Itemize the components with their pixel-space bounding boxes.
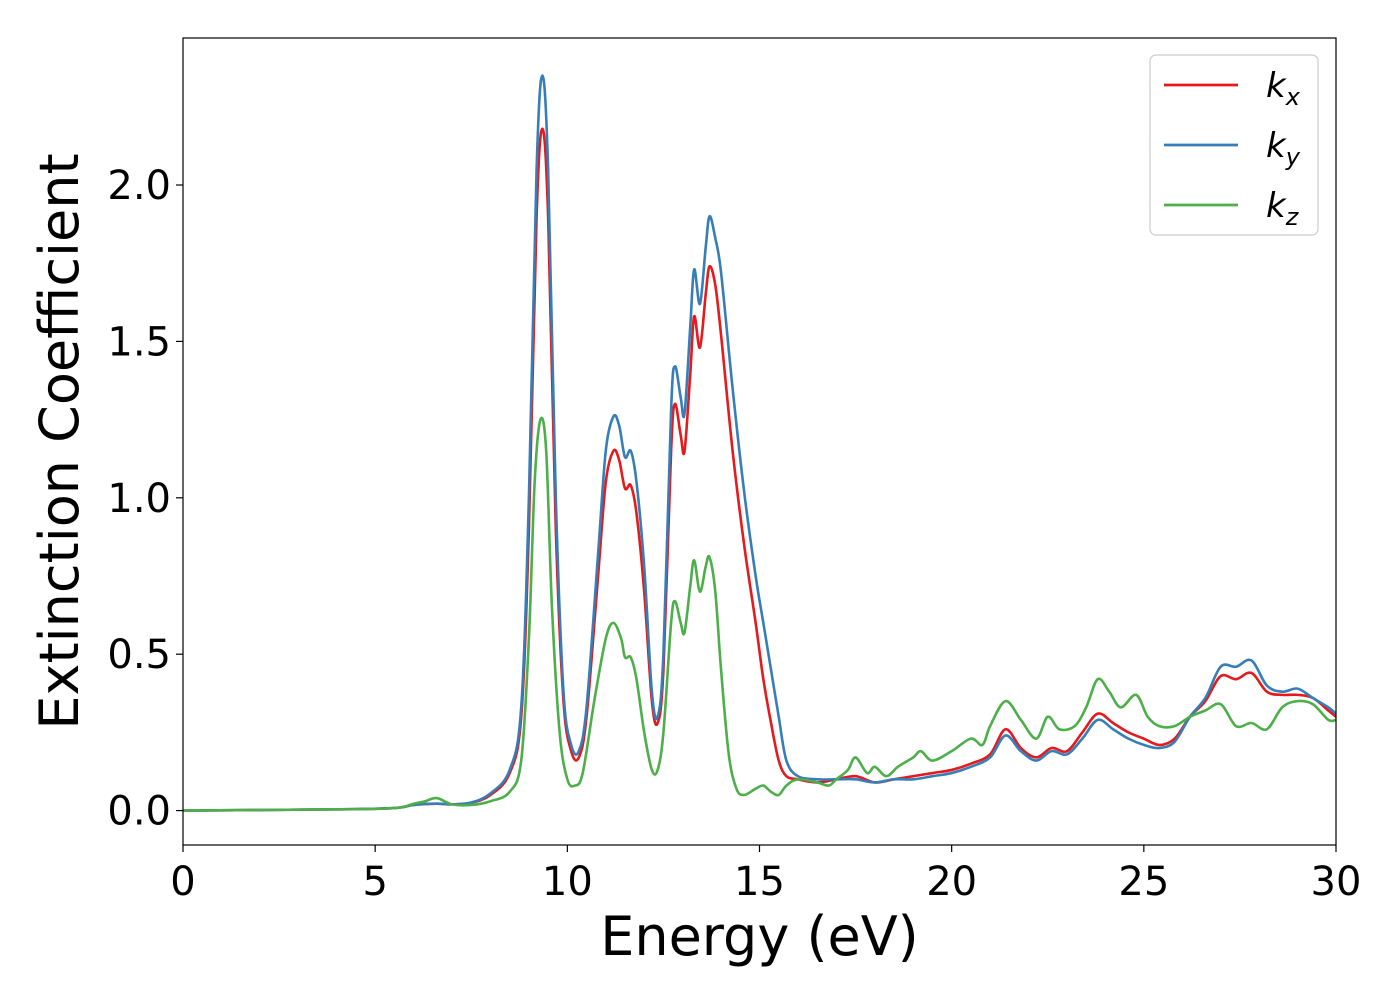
y-tick-label: 2.0 [107,163,171,209]
y-axis: 0.0 0.5 1.0 1.5 2.0 [107,163,183,835]
legend: kx ky kz [1149,54,1319,236]
x-tick-label: 30 [1311,859,1362,905]
x-axis-title: Energy (eV) [600,905,919,968]
x-tick-label: 20 [926,859,977,905]
legend-label-z: kz [1266,186,1300,231]
series-layer [182,74,1337,812]
series-line-z [182,416,1337,812]
x-tick-label: 10 [542,859,593,905]
x-tick-label: 0 [170,859,195,905]
series-line-x [182,127,1337,812]
legend-label-x: kx [1266,66,1301,111]
series-line-y [182,74,1337,812]
y-tick-label: 1.5 [107,319,171,365]
x-tick-label: 15 [734,859,785,905]
x-tick-label: 5 [362,859,387,905]
x-axis: 0 5 10 15 20 25 30 [170,845,1361,905]
x-tick-label: 25 [1118,859,1169,905]
legend-label-y: ky [1266,126,1301,171]
y-tick-label: 0.5 [107,632,171,678]
y-tick-label: 0.0 [107,789,171,835]
y-axis-title: Extinction Coefficient [28,153,91,729]
y-tick-label: 1.0 [107,476,171,522]
